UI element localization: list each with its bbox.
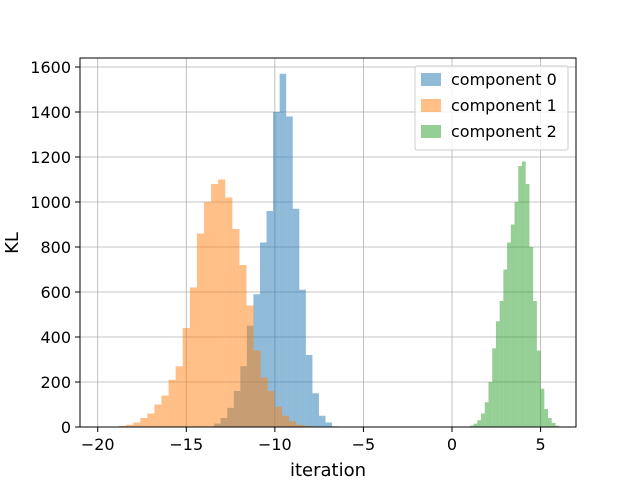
x-tick-label: −15 <box>169 435 203 454</box>
histogram-bar <box>492 348 496 427</box>
histogram-bar <box>232 229 239 427</box>
histogram-bar <box>289 421 296 427</box>
histogram-bar <box>515 202 519 427</box>
histogram-bar <box>477 420 481 427</box>
histogram-bar <box>161 396 168 428</box>
legend-swatch <box>421 99 441 112</box>
histogram-bar <box>488 382 492 427</box>
x-tick-label: −5 <box>352 435 376 454</box>
histogram-bar <box>544 409 548 427</box>
histogram-bar <box>481 414 485 428</box>
histogram-bar <box>474 424 478 427</box>
legend-label: component 1 <box>451 96 557 115</box>
histogram-bar <box>518 166 522 427</box>
y-tick-label: 800 <box>40 238 71 257</box>
y-tick-label: 1000 <box>30 193 71 212</box>
histogram-bar <box>500 301 504 427</box>
histogram-bar <box>319 416 326 427</box>
histogram-bar <box>529 247 533 427</box>
histogram-bar <box>299 290 306 427</box>
legend-swatch <box>421 73 441 86</box>
histogram-bar <box>247 306 254 428</box>
legend: component 0 component 1 component 2 <box>415 66 568 150</box>
legend-label: component 2 <box>451 122 557 141</box>
histogram-bar <box>183 328 190 427</box>
histogram-bar <box>211 184 218 427</box>
histogram-bar <box>511 225 515 428</box>
histogram-bar <box>548 418 552 427</box>
x-tick-label: 5 <box>535 435 545 454</box>
histogram-bar <box>190 288 197 428</box>
histogram-bar <box>552 423 556 427</box>
x-tick-label: 0 <box>447 435 457 454</box>
x-axis-label: iteration <box>290 460 366 480</box>
y-tick-label: 200 <box>40 373 71 392</box>
legend-label: component 0 <box>451 70 557 89</box>
histogram-bar <box>496 321 500 427</box>
histogram-bar <box>218 180 225 428</box>
histogram-bar <box>273 112 280 427</box>
histogram-bar <box>507 243 511 428</box>
histogram-bar <box>154 405 161 428</box>
histogram-bar <box>268 391 275 427</box>
histogram-bar <box>522 162 526 428</box>
histogram-bar <box>533 301 537 427</box>
histogram-bar <box>254 351 261 428</box>
histogram-bar <box>261 378 268 428</box>
histogram-bar <box>541 389 545 427</box>
histogram-bar <box>133 423 140 428</box>
histogram-bar <box>293 209 300 427</box>
y-tick-label: 1600 <box>30 58 71 77</box>
histogram-bar <box>312 393 319 427</box>
x-tick-label: −10 <box>258 435 292 454</box>
y-tick-label: 0 <box>61 418 71 437</box>
histogram-bar <box>147 414 154 428</box>
y-tick-label: 1200 <box>30 148 71 167</box>
histogram-bar <box>239 265 246 427</box>
histogram-bar <box>286 117 293 428</box>
histogram-bar <box>197 234 204 428</box>
y-tick-label: 600 <box>40 283 71 302</box>
y-axis-label: KL <box>2 232 23 254</box>
histogram-bar <box>326 423 333 428</box>
histogram-bar <box>140 418 147 427</box>
histogram-bar <box>225 198 232 428</box>
histogram-bar <box>275 407 282 427</box>
series-2 <box>466 162 563 428</box>
histogram-bar <box>169 380 176 427</box>
histogram-bar <box>503 270 507 428</box>
histogram-bar <box>485 402 489 427</box>
histogram-bar <box>176 366 183 427</box>
y-tick-label: 400 <box>40 328 71 347</box>
x-tick-label: −20 <box>81 435 115 454</box>
histogram-bar <box>280 74 287 427</box>
histogram-bar <box>537 351 541 428</box>
histogram-bar <box>306 355 313 427</box>
histogram-bar <box>204 202 211 427</box>
legend-swatch <box>421 125 441 138</box>
histogram-bar <box>526 184 530 427</box>
y-tick-label: 1400 <box>30 103 71 122</box>
histogram-bar <box>282 416 289 427</box>
